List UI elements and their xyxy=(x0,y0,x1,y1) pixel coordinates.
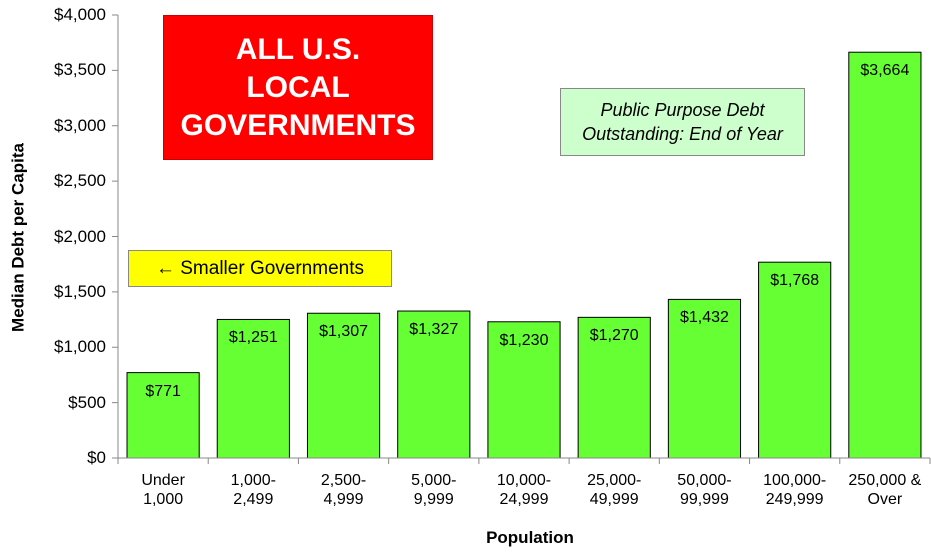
x-tick-label: 100,000- 249,999 xyxy=(763,472,827,508)
y-tick-label: $1,000 xyxy=(54,337,106,357)
note-box: Public Purpose Debt Outstanding: End of … xyxy=(560,88,805,156)
x-tick-label: 10,000- 24,999 xyxy=(496,472,552,508)
y-tick-label: $3,000 xyxy=(54,115,106,135)
value-label: $1,327 xyxy=(409,321,459,339)
bar xyxy=(397,310,471,459)
y-tick-label: $2,000 xyxy=(54,226,106,246)
y-tick-label: $0 xyxy=(87,448,106,467)
x-tick-label: 50,000- 99,999 xyxy=(677,472,732,508)
value-label: $1,768 xyxy=(770,272,820,290)
x-tick-label: 25,000- 49,999 xyxy=(587,472,642,508)
bar xyxy=(667,298,742,459)
x-tick-label: 1,000- 2,499 xyxy=(230,472,277,508)
y-tick-label: $500 xyxy=(68,392,106,412)
value-label: $1,251 xyxy=(228,329,278,347)
y-tick-label: $3,500 xyxy=(54,60,106,80)
title-box: ALL U.S. LOCAL GOVERNMENTS xyxy=(163,15,433,160)
value-label: $1,307 xyxy=(319,323,369,341)
bar xyxy=(848,51,922,459)
y-tick-label: $2,500 xyxy=(54,171,106,191)
y-tick-label: $1,500 xyxy=(54,281,106,301)
value-label: $3,664 xyxy=(860,62,910,80)
y-tick-label: $4,000 xyxy=(54,5,106,24)
x-tick-label: Under 1,000 xyxy=(141,472,185,508)
bar xyxy=(126,372,200,459)
value-label: $1,230 xyxy=(499,331,549,349)
value-label: $1,432 xyxy=(679,309,729,327)
x-tick-label: 250,000 & Over xyxy=(848,472,922,508)
x-tick-label: 5,000- 9,999 xyxy=(411,472,457,508)
bar xyxy=(758,261,832,459)
bar xyxy=(216,318,290,459)
bar xyxy=(306,312,381,459)
direction-box: ← Smaller Governments xyxy=(128,250,392,287)
x-axis-label: Population xyxy=(486,528,574,547)
bar xyxy=(487,321,561,459)
value-label: $1,270 xyxy=(589,327,639,345)
value-label: $771 xyxy=(145,382,181,400)
x-tick-label: 2,500- 4,999 xyxy=(320,472,367,508)
